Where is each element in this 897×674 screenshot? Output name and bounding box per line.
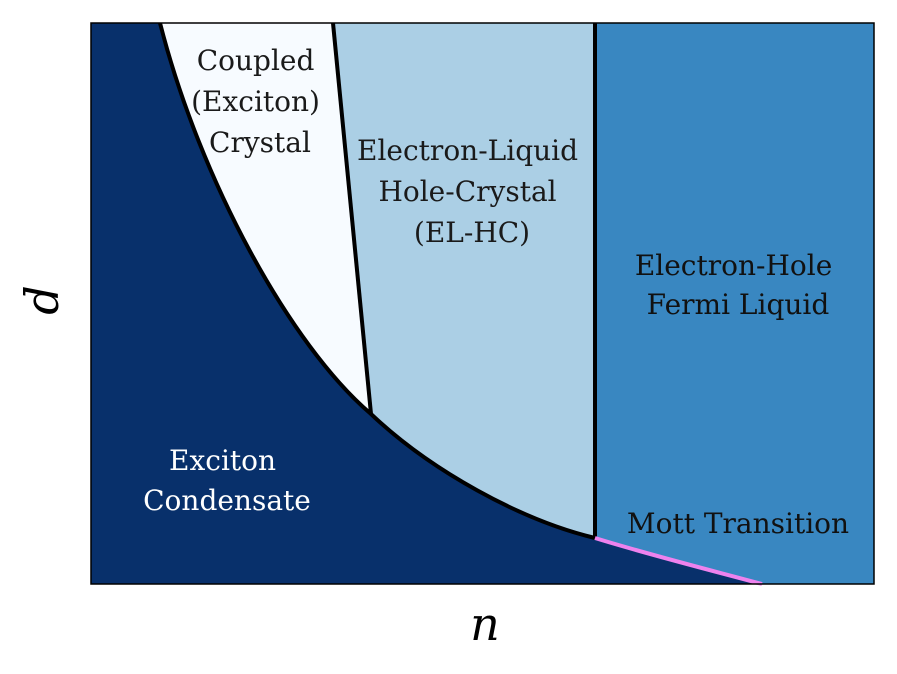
label-coupled-exciton-crystal: Coupled (Exciton) Crystal — [191, 44, 329, 159]
plot-frame — [90, 22, 875, 585]
label-el-hc: Electron-Liquid Hole-Crystal (EL-HC) — [357, 134, 587, 249]
x-axis-label: n — [470, 597, 500, 651]
mott-transition-line — [594, 536, 763, 586]
label-mott-transition: Mott Transition — [627, 507, 849, 540]
label-eh-fermi-liquid: Electron-Hole Fermi Liquid — [635, 249, 841, 321]
region-el-hc — [333, 23, 595, 538]
boundary-coupled-elhc — [331, 22, 373, 415]
y-axis-label: d — [15, 285, 69, 314]
region-exciton-condensate — [91, 23, 762, 584]
region-coupled-exciton-crystal — [160, 23, 371, 414]
label-exciton-condensate: Exciton Condensate — [143, 444, 311, 517]
boundary-condensate-curve — [158, 22, 596, 540]
